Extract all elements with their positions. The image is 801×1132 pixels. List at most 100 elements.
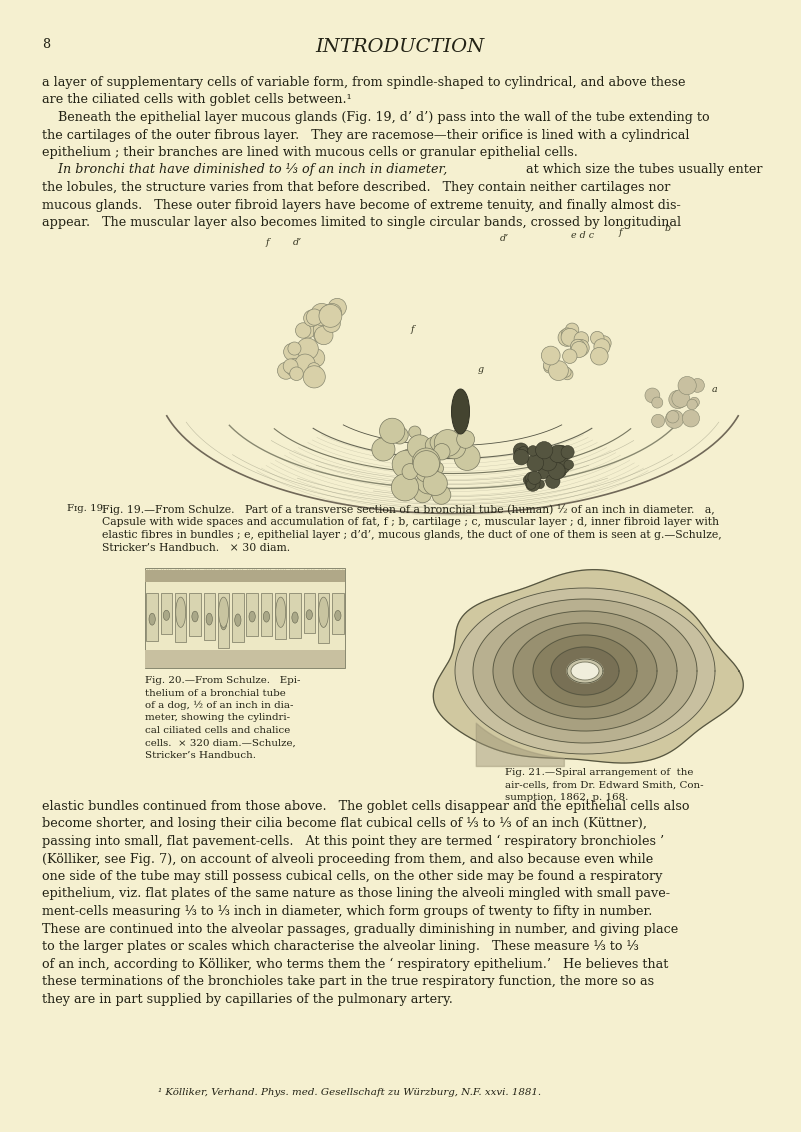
Text: epithelium, viz. flat plates of the same nature as those lining the alveoli ming: epithelium, viz. flat plates of the same… — [42, 887, 670, 900]
Circle shape — [295, 354, 316, 375]
Circle shape — [574, 332, 589, 346]
Text: These are continued into the alveolar passages, gradually diminishing in number,: These are continued into the alveolar pa… — [42, 923, 678, 935]
Circle shape — [651, 414, 665, 428]
Circle shape — [562, 368, 573, 379]
Text: Capsule with wide spaces and accumulation of fat, f ; b, cartilage ; c, muscular: Capsule with wide spaces and accumulatio… — [102, 517, 719, 528]
Text: ment-cells measuring ⅓ to ⅓ inch in diameter, which form groups of twenty to fif: ment-cells measuring ⅓ to ⅓ inch in diam… — [42, 904, 652, 918]
Text: the cartilages of the outer fibrous layer.   They are racemose—their orifice is : the cartilages of the outer fibrous laye… — [42, 129, 690, 142]
Circle shape — [413, 484, 432, 503]
Text: Stricker’s Handbuch.: Stricker’s Handbuch. — [145, 751, 256, 760]
Circle shape — [391, 427, 409, 444]
Text: appear.   The muscular layer also becomes limited to single circular bands, cros: appear. The muscular layer also becomes … — [42, 216, 681, 229]
Text: d’: d’ — [500, 234, 509, 243]
Circle shape — [562, 328, 573, 340]
Text: cal ciliated cells and chalice: cal ciliated cells and chalice — [145, 726, 290, 735]
Text: mucous glands.   These outer fibroid layers have become of extreme tenuity, and : mucous glands. These outer fibroid layer… — [42, 198, 681, 212]
Circle shape — [564, 460, 574, 470]
Ellipse shape — [149, 614, 155, 625]
Ellipse shape — [249, 611, 256, 621]
Circle shape — [528, 471, 541, 484]
Circle shape — [306, 349, 324, 367]
Circle shape — [290, 367, 304, 380]
Circle shape — [323, 315, 340, 333]
Bar — [203, 593, 215, 641]
Circle shape — [573, 340, 590, 357]
Text: sumption, 1862, p. 168.: sumption, 1862, p. 168. — [505, 794, 628, 801]
Circle shape — [590, 332, 604, 345]
Circle shape — [570, 340, 585, 354]
Circle shape — [678, 377, 696, 395]
Circle shape — [523, 475, 533, 484]
Text: the lobules, the structure varies from that before described.   They contain nei: the lobules, the structure varies from t… — [42, 181, 670, 194]
Circle shape — [553, 457, 570, 474]
Circle shape — [652, 397, 662, 408]
Circle shape — [527, 455, 544, 471]
Circle shape — [423, 471, 447, 496]
Circle shape — [554, 445, 569, 460]
Circle shape — [541, 457, 549, 465]
Circle shape — [526, 480, 536, 489]
Circle shape — [313, 326, 331, 344]
Circle shape — [596, 348, 607, 360]
Text: to the larger plates or scales which characterise the alveolar lining.   These m: to the larger plates or scales which cha… — [42, 940, 638, 953]
Bar — [145, 571, 345, 582]
Text: In bronchi that have diminished to ⅓ of an inch in diameter,: In bronchi that have diminished to ⅓ of … — [42, 163, 447, 177]
Circle shape — [304, 310, 320, 326]
Circle shape — [313, 319, 332, 338]
Ellipse shape — [235, 614, 241, 626]
Polygon shape — [567, 659, 603, 683]
Polygon shape — [533, 635, 637, 708]
Circle shape — [303, 366, 325, 388]
Circle shape — [413, 448, 441, 475]
Circle shape — [380, 418, 405, 444]
Circle shape — [566, 323, 579, 336]
Bar — [147, 593, 158, 641]
Circle shape — [306, 309, 323, 325]
Bar — [289, 593, 300, 637]
Text: Beneath the epithelial layer mucous glands (Fig. 19, d’ d’) pass into the wall o: Beneath the epithelial layer mucous glan… — [42, 111, 710, 125]
Circle shape — [402, 464, 418, 480]
Circle shape — [390, 426, 405, 440]
Circle shape — [538, 469, 549, 479]
Bar — [304, 593, 315, 633]
Circle shape — [408, 435, 432, 460]
Bar — [175, 593, 187, 642]
Ellipse shape — [571, 662, 599, 680]
Ellipse shape — [163, 610, 170, 620]
Ellipse shape — [278, 612, 284, 625]
Circle shape — [417, 470, 441, 494]
Circle shape — [315, 326, 333, 345]
Circle shape — [536, 480, 545, 489]
Circle shape — [288, 342, 301, 355]
Circle shape — [432, 486, 451, 504]
Bar — [145, 568, 345, 668]
Polygon shape — [551, 648, 619, 695]
Text: are the ciliated cells with goblet cells between.¹: are the ciliated cells with goblet cells… — [42, 94, 352, 106]
Text: e d c: e d c — [571, 231, 594, 240]
Circle shape — [513, 449, 529, 465]
Circle shape — [666, 411, 679, 423]
Text: thelium of a bronchial tube: thelium of a bronchial tube — [145, 688, 286, 697]
Circle shape — [544, 361, 555, 372]
Text: cells.  × 320 diam.—Schulze,: cells. × 320 diam.—Schulze, — [145, 738, 296, 747]
Text: epithelium ; their branches are lined with mucous cells or granular epithelial c: epithelium ; their branches are lined wi… — [42, 146, 578, 158]
Circle shape — [597, 336, 611, 351]
Circle shape — [536, 462, 545, 471]
Text: a: a — [711, 385, 718, 394]
Text: INTRODUCTION: INTRODUCTION — [316, 38, 485, 55]
Circle shape — [561, 328, 579, 346]
Circle shape — [672, 389, 690, 408]
Circle shape — [549, 445, 567, 463]
Circle shape — [457, 430, 474, 448]
Text: elastic fibres in bundles ; e, epithelial layer ; d’d’, mucous glands, the duct : elastic fibres in bundles ; e, epithelia… — [102, 530, 722, 540]
Bar — [275, 593, 287, 640]
Bar — [318, 593, 329, 643]
Circle shape — [576, 344, 586, 354]
Text: f: f — [411, 325, 414, 334]
Circle shape — [323, 303, 341, 323]
Ellipse shape — [335, 610, 341, 620]
Polygon shape — [493, 611, 677, 731]
Ellipse shape — [452, 389, 469, 434]
Circle shape — [548, 463, 566, 480]
Ellipse shape — [219, 597, 228, 627]
